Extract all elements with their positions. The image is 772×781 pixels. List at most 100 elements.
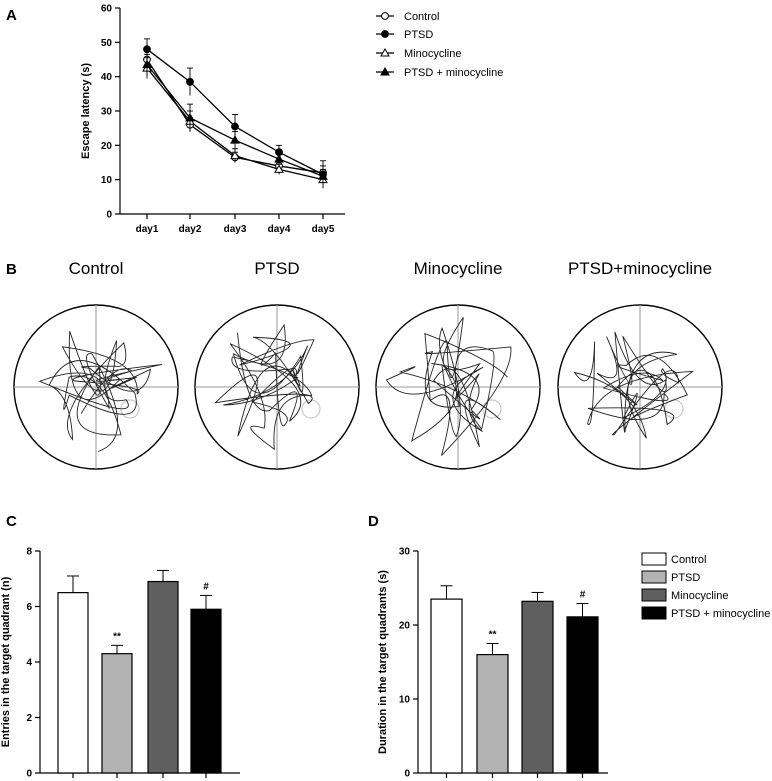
significance-label: # bbox=[203, 581, 209, 592]
y-tick-label: 20 bbox=[399, 621, 411, 632]
y-tick-label: 50 bbox=[101, 38, 113, 49]
maze-ptsd: PTSD bbox=[194, 259, 360, 470]
y-tick-label: 8 bbox=[26, 547, 32, 558]
bar-rect bbox=[521, 600, 554, 774]
y-tick-label: 40 bbox=[101, 72, 113, 83]
bar-rect bbox=[101, 653, 133, 774]
data-point bbox=[231, 122, 239, 131]
legend-swatch bbox=[641, 552, 667, 566]
target-platform bbox=[482, 399, 502, 419]
data-point bbox=[185, 112, 195, 122]
panel-letter-b: B bbox=[6, 261, 17, 278]
bar-control bbox=[430, 585, 463, 778]
data-point bbox=[318, 171, 328, 180]
legend-swatch bbox=[641, 570, 667, 584]
maze-title: PTSD bbox=[254, 259, 299, 278]
data-point bbox=[274, 164, 284, 173]
maze-control: Control bbox=[13, 259, 179, 470]
legend-item: PTSD bbox=[641, 570, 700, 584]
y-tick-label: 30 bbox=[101, 107, 113, 118]
legend-marker bbox=[380, 47, 390, 57]
y-tick-label: 2 bbox=[26, 713, 32, 724]
x-tick-label: day5 bbox=[312, 224, 335, 235]
maze-title: PTSD+minocycline bbox=[568, 259, 712, 278]
legend-item: Minocycline bbox=[376, 47, 461, 60]
bar-ptsd: ** bbox=[476, 630, 509, 778]
swim-path bbox=[38, 331, 163, 452]
data-point bbox=[142, 59, 152, 69]
legend-label: Control bbox=[671, 554, 706, 566]
y-tick-label: 20 bbox=[101, 141, 113, 152]
maze-ptsd-minocycline: PTSD+minocycline bbox=[557, 259, 723, 470]
bar-rect bbox=[566, 616, 599, 774]
legend-label: PTSD bbox=[671, 572, 700, 584]
bar-chart-entries: 0 2 4 6 8 Entries in the target quadrant (n)… bbox=[0, 547, 240, 780]
legend-marker bbox=[381, 30, 389, 38]
series-ptsd bbox=[143, 38, 327, 189]
bar-ptsd-minocycline: # bbox=[190, 581, 222, 778]
legend-label: PTSD + minocycline bbox=[671, 608, 770, 620]
y-tick-label: 0 bbox=[404, 769, 410, 780]
x-tick-label: day4 bbox=[268, 224, 291, 235]
significance-label: # bbox=[580, 590, 586, 601]
bar-ptsd-minocycline: # bbox=[566, 590, 599, 778]
legend-swatch bbox=[641, 606, 667, 620]
bar-control bbox=[57, 575, 89, 778]
y-axis-title: Escape latency (s) bbox=[80, 63, 92, 159]
x-tick-label: day3 bbox=[224, 224, 247, 235]
legend-label: Minocycline bbox=[404, 48, 461, 60]
panel-letter-a: A bbox=[6, 7, 17, 24]
legend-item: Minocycline bbox=[641, 588, 728, 602]
legend-marker bbox=[380, 66, 390, 76]
target-platform bbox=[301, 399, 321, 419]
bar-rect bbox=[57, 592, 89, 774]
bar-rect bbox=[147, 580, 179, 774]
data-point bbox=[186, 77, 194, 86]
legend-label: PTSD + minocycline bbox=[404, 67, 503, 79]
bar-minocycline bbox=[147, 569, 179, 778]
legend-label: Minocycline bbox=[671, 590, 728, 602]
legend-item: Control bbox=[376, 11, 439, 23]
legend-item: PTSD + minocycline bbox=[376, 66, 503, 79]
data-point bbox=[143, 45, 151, 54]
bar-rect bbox=[476, 653, 509, 774]
maze-title: Control bbox=[69, 259, 124, 278]
maze-title: Minocycline bbox=[414, 259, 503, 278]
legend-swatch bbox=[641, 588, 667, 602]
legend: Control PTSD Minocycline PTSD + minocycline bbox=[641, 552, 770, 620]
data-point bbox=[230, 150, 240, 160]
data-point bbox=[230, 135, 240, 144]
legend-item: Control bbox=[641, 552, 706, 566]
y-tick-label: 4 bbox=[26, 658, 32, 669]
bar-rect bbox=[430, 598, 463, 774]
y-tick-label: 0 bbox=[106, 210, 112, 221]
y-axis-title: Entries in the target quadrant (n) bbox=[0, 576, 12, 747]
swim-path bbox=[573, 331, 695, 439]
legend-label: Control bbox=[404, 11, 439, 23]
x-tick-label: day2 bbox=[179, 224, 202, 235]
bar-chart-duration: 0 10 20 30 Duration in the target quadrants… bbox=[377, 547, 770, 780]
swim-path bbox=[385, 317, 512, 456]
series-ptsd-minocycline bbox=[142, 53, 328, 184]
data-point bbox=[274, 154, 284, 163]
legend-item: PTSD + minocycline bbox=[641, 606, 770, 620]
y-tick-label: 60 bbox=[101, 4, 113, 15]
y-tick-label: 30 bbox=[399, 547, 411, 558]
legend-item: PTSD bbox=[376, 29, 433, 41]
panel-letter-c: C bbox=[6, 513, 17, 530]
y-axis-title: Duration in the target quadrants (s) bbox=[377, 570, 389, 754]
y-tick-label: 10 bbox=[399, 695, 411, 706]
maze-minocycline: Minocycline bbox=[375, 259, 541, 470]
significance-label: ** bbox=[113, 631, 121, 642]
bar-minocycline bbox=[521, 591, 554, 778]
line-chart-escape-latency: 0 10 20 30 40 50 60 day1 day2 day3 day4 day5 Escap… bbox=[80, 4, 503, 236]
legend-marker bbox=[381, 12, 389, 20]
y-tick-label: 10 bbox=[101, 175, 113, 186]
panel-letter-d: D bbox=[368, 513, 379, 530]
y-tick-label: 0 bbox=[26, 769, 32, 780]
y-tick-label: 6 bbox=[26, 602, 32, 613]
significance-label: ** bbox=[489, 630, 497, 641]
swim-path bbox=[214, 323, 315, 451]
legend: Control PTSD Minocycline PTSD + minocycline bbox=[376, 11, 503, 79]
